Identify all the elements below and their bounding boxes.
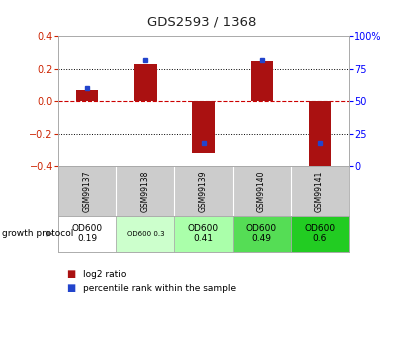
Text: GSM99137: GSM99137 [83, 170, 92, 212]
Text: OD600
0.6: OD600 0.6 [304, 224, 335, 244]
Bar [116, 216, 174, 252]
Text: log2 ratio: log2 ratio [83, 270, 126, 279]
Text: ■: ■ [66, 269, 76, 279]
Bar [251, 61, 272, 101]
Text: OD600
0.41: OD600 0.41 [188, 224, 219, 244]
Bar [291, 216, 349, 252]
Bar [58, 216, 116, 252]
Text: GDS2593 / 1368: GDS2593 / 1368 [147, 16, 256, 29]
Text: GSM99139: GSM99139 [199, 170, 208, 212]
Text: ■: ■ [66, 283, 76, 293]
Text: OD600
0.49: OD600 0.49 [246, 224, 277, 244]
Text: GSM99141: GSM99141 [315, 170, 324, 211]
Text: growth protocol: growth protocol [2, 229, 73, 238]
Bar [309, 101, 330, 169]
Bar [233, 216, 291, 252]
Bar [135, 64, 156, 101]
Text: percentile rank within the sample: percentile rank within the sample [83, 284, 236, 293]
Text: GSM99138: GSM99138 [141, 170, 150, 211]
Text: GSM99140: GSM99140 [257, 170, 266, 212]
Text: OD600 0.3: OD600 0.3 [127, 231, 164, 237]
Bar [77, 90, 98, 101]
Bar [174, 216, 233, 252]
Text: OD600
0.19: OD600 0.19 [72, 224, 103, 244]
Bar [193, 101, 214, 153]
